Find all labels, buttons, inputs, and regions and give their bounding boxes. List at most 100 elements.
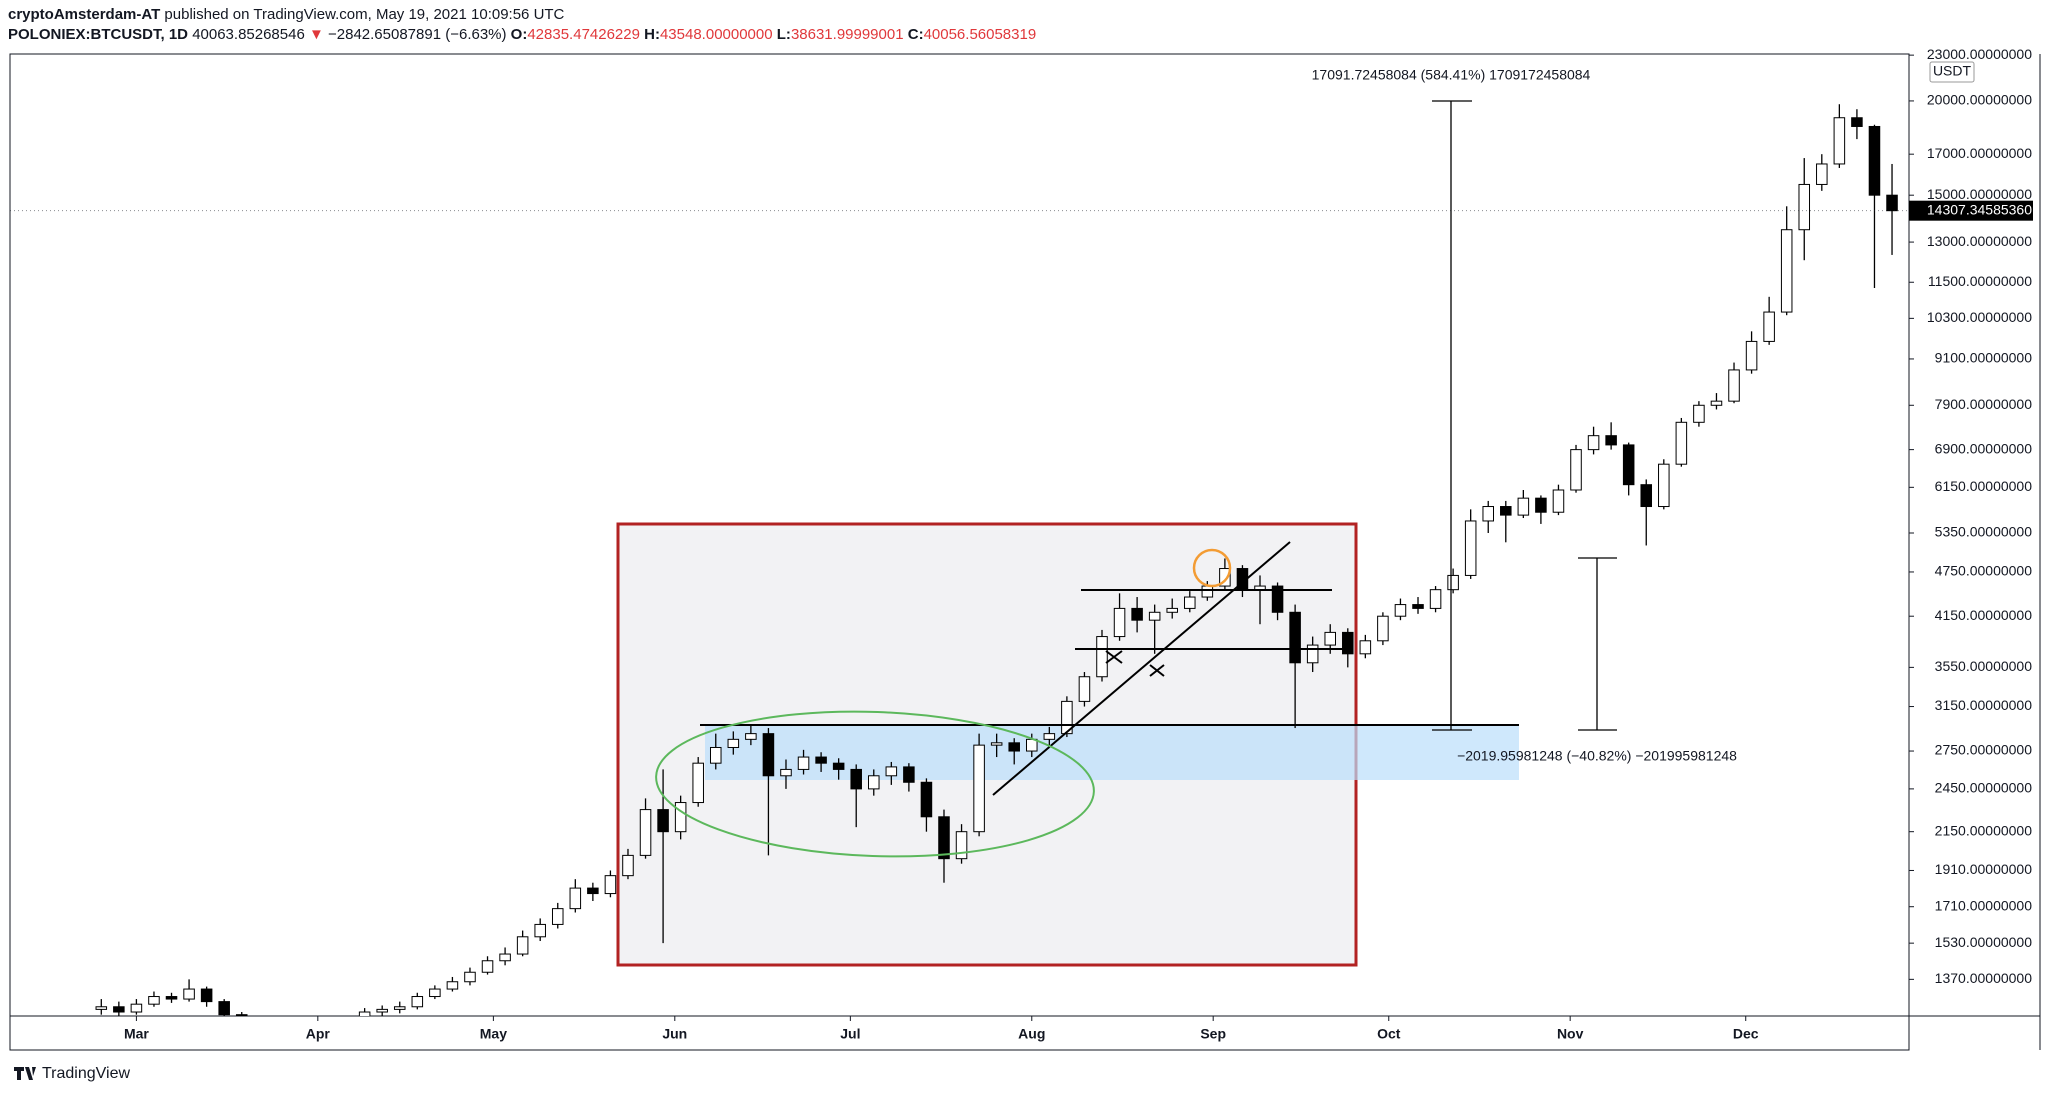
- y-tick-label: 4750.00000000: [1935, 563, 2033, 579]
- drawings-front: [655, 100, 1617, 858]
- candle-body: [1306, 644, 1319, 664]
- candle-body: [1113, 607, 1126, 638]
- measure-label: −2019.95981248 (−40.82%) −201995981248: [1457, 748, 1737, 764]
- h-value: 43548.00000000: [660, 26, 773, 43]
- candle-body: [342, 1020, 353, 1025]
- candle-body: [639, 809, 652, 856]
- candle-body: [1342, 631, 1354, 655]
- y-tick-label: 2150.00000000: [1935, 822, 2033, 838]
- candle-body: [709, 746, 722, 764]
- x-tick-label: Sep: [1200, 1026, 1226, 1042]
- candle-body: [95, 1006, 108, 1010]
- publisher: cryptoAmsterdam-AT: [8, 6, 160, 23]
- y-tick-label: 2750.00000000: [1935, 742, 2033, 758]
- candle-body: [938, 816, 950, 860]
- candle-body: [1570, 449, 1582, 491]
- candle-body: [1535, 497, 1547, 513]
- arrow: ▼: [309, 26, 324, 43]
- x-tick-label: Jun: [662, 1026, 687, 1042]
- candle-body: [481, 960, 494, 973]
- candle-body: [1429, 589, 1442, 609]
- candle-body: [1447, 574, 1459, 591]
- y-tick-label: 3150.00000000: [1935, 697, 2033, 713]
- y-tick-label: 6900.00000000: [1935, 440, 2033, 456]
- last-price-label: 14307.34585360: [1927, 201, 2032, 217]
- y-tick-label: 6150.00000000: [1935, 478, 2033, 494]
- candle-body: [815, 756, 827, 764]
- candle-body: [1166, 607, 1178, 613]
- y-tick-label: 17000.00000000: [1927, 145, 2032, 161]
- candle-body: [885, 766, 898, 777]
- candle-body: [1886, 194, 1898, 212]
- o-label: O:: [511, 26, 528, 43]
- candle-body: [516, 936, 529, 955]
- candle-body: [1587, 435, 1600, 451]
- candle-body: [1605, 435, 1617, 446]
- y-tick-label: 9100.00000000: [1935, 350, 2033, 366]
- candle-body: [1148, 611, 1161, 621]
- x-tick-label: May: [480, 1026, 507, 1042]
- candle-body: [130, 1003, 143, 1013]
- y-tick-label: 5350.00000000: [1935, 524, 2033, 540]
- candle-body: [903, 766, 915, 783]
- y-tick-label: 1370.00000000: [1935, 970, 2033, 986]
- candle-body: [1763, 311, 1775, 342]
- candle-body: [1517, 497, 1530, 516]
- y-tick-label: 11500.00000000: [1928, 273, 2032, 289]
- support-zone: [705, 725, 1519, 780]
- candle-body: [692, 762, 704, 804]
- header-line: cryptoAmsterdam-AT published on TradingV…: [8, 6, 565, 23]
- y-tick-label: 20000.00000000: [1927, 92, 2032, 108]
- candle-body: [1482, 506, 1495, 522]
- candle-body: [1851, 117, 1863, 127]
- candle-body: [1377, 615, 1389, 642]
- candle-body: [1359, 640, 1372, 655]
- trend-line: [992, 541, 1291, 796]
- candle-body: [272, 1031, 283, 1037]
- candle-body: [499, 953, 511, 962]
- y-tick-label: 3550.00000000: [1935, 658, 2033, 674]
- published: published on TradingView.com, May 19, 20…: [164, 6, 564, 23]
- x-tick-label: Apr: [306, 1026, 331, 1042]
- candle-body: [1693, 404, 1705, 423]
- candle-body: [868, 775, 880, 790]
- candle-body: [1026, 738, 1038, 752]
- candle-body: [1412, 604, 1424, 609]
- candle-body: [622, 854, 634, 877]
- drawings-back: [616, 522, 1519, 967]
- candles: [95, 104, 1898, 1037]
- candle-body: [920, 781, 933, 818]
- candle-body: [587, 887, 599, 895]
- candle-body: [1780, 229, 1793, 313]
- l-label: L:: [777, 26, 791, 43]
- candle-body: [1798, 183, 1811, 231]
- x-tick-label: Nov: [1557, 1026, 1584, 1042]
- x-mark: [1105, 650, 1123, 664]
- candle-body: [411, 996, 424, 1008]
- x-tick-label: Dec: [1733, 1026, 1759, 1042]
- brand: TradingView: [42, 1065, 130, 1082]
- candle-body: [780, 768, 792, 777]
- candle-body: [1552, 489, 1565, 513]
- y-tick-label: 7900.00000000: [1935, 396, 2033, 412]
- candle-body: [850, 768, 862, 790]
- brand-logo: [14, 1067, 36, 1080]
- candle-body: [990, 742, 1003, 746]
- candle-body: [1675, 421, 1688, 465]
- c-value: 40056.56058319: [924, 26, 1037, 43]
- x-mark: [1149, 664, 1165, 677]
- y-tick-label: 1910.00000000: [1935, 861, 2033, 877]
- candle-body: [1464, 520, 1477, 576]
- candle-body: [657, 809, 669, 833]
- candle-body: [218, 1001, 230, 1016]
- change: −2842.65087891 (−6.63%): [328, 26, 506, 43]
- c-label: C:: [908, 26, 924, 43]
- candle-body: [674, 802, 687, 833]
- candle-body: [1289, 611, 1301, 664]
- candle-body: [1324, 631, 1336, 646]
- candle-body: [1201, 585, 1214, 598]
- x-tick-label: Aug: [1018, 1026, 1045, 1042]
- l-value: 38631.99999001: [791, 26, 904, 43]
- candle-body: [165, 996, 178, 1000]
- candle-body: [604, 875, 617, 895]
